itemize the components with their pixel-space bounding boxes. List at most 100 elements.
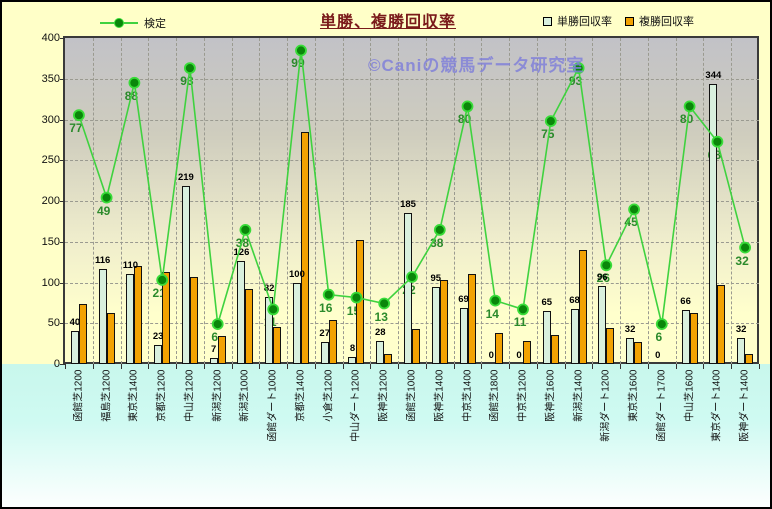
tansho-value-label: 185 bbox=[400, 199, 416, 211]
x-axis-label-band bbox=[2, 364, 770, 507]
x-axis-category-label: 中京芝1200 bbox=[517, 369, 529, 422]
x-gridline bbox=[259, 38, 261, 364]
bar-tansho bbox=[126, 274, 135, 364]
tansho-value-label: 27 bbox=[319, 327, 330, 339]
x-gridline bbox=[120, 38, 122, 364]
tansho-value-label: 126 bbox=[233, 247, 250, 259]
x-gridline bbox=[176, 38, 178, 364]
kentei-point bbox=[322, 288, 335, 301]
x-gridline bbox=[287, 38, 289, 364]
x-tick bbox=[425, 364, 427, 369]
kentei-value-label: 93 bbox=[568, 74, 583, 89]
bar-fukusho bbox=[467, 273, 476, 364]
kentei-point bbox=[544, 115, 557, 127]
kentei-point bbox=[517, 303, 529, 316]
kentei-point bbox=[295, 44, 307, 57]
x-tick bbox=[647, 364, 649, 369]
x-gridline bbox=[481, 38, 483, 364]
y-tick bbox=[60, 119, 65, 121]
kentei-dot-icon bbox=[114, 18, 124, 28]
x-gridline bbox=[647, 38, 649, 364]
x-axis-category-label: 中山芝1200 bbox=[184, 369, 196, 422]
x-axis-category-label: 新潟ダート1200 bbox=[600, 369, 612, 442]
x-axis-category-label: 函館ダート1700 bbox=[656, 369, 668, 442]
kentei-point bbox=[350, 291, 363, 304]
bar-fukusho bbox=[217, 336, 226, 364]
legend-tansho-label: 単勝回収率 bbox=[557, 16, 612, 28]
x-gridline bbox=[453, 38, 455, 364]
x-tick bbox=[342, 364, 344, 369]
x-tick bbox=[620, 364, 622, 369]
bar-tansho bbox=[459, 307, 468, 364]
x-axis-category-label: 阪神芝1200 bbox=[378, 369, 390, 422]
x-gridline bbox=[92, 38, 94, 364]
kentei-value-label: 26 bbox=[596, 271, 610, 286]
y-tick bbox=[60, 160, 65, 162]
kentei-point bbox=[461, 100, 474, 113]
bar-fukusho bbox=[300, 131, 309, 364]
tansho-value-label: 100 bbox=[289, 268, 305, 280]
tansho-value-label: 116 bbox=[94, 255, 111, 267]
bar-fukusho bbox=[134, 266, 143, 364]
x-tick bbox=[148, 364, 150, 369]
tansho-value-label: 32 bbox=[624, 323, 636, 335]
x-axis-category-label: 函館芝1200 bbox=[73, 369, 85, 422]
bar-fukusho bbox=[412, 328, 420, 364]
tansho-value-label: 7 bbox=[211, 344, 217, 356]
x-tick bbox=[731, 364, 733, 369]
y-axis-label: 200 bbox=[41, 195, 60, 207]
x-gridline bbox=[509, 38, 511, 364]
bar-fukusho bbox=[606, 328, 615, 364]
bar-fukusho bbox=[689, 312, 698, 364]
tansho-value-label: 40 bbox=[69, 317, 81, 329]
y-tick bbox=[60, 38, 65, 39]
tansho-value-label: 66 bbox=[680, 296, 691, 308]
kentei-point bbox=[128, 76, 141, 89]
kentei-point bbox=[711, 135, 724, 148]
x-gridline bbox=[342, 38, 344, 364]
y-tick bbox=[60, 323, 65, 325]
tansho-value-label: 0 bbox=[488, 350, 494, 361]
bar-fukusho bbox=[495, 333, 504, 364]
tansho-value-label: 23 bbox=[152, 331, 164, 343]
tansho-value-label: 82 bbox=[263, 283, 275, 295]
kentei-point bbox=[378, 297, 391, 310]
x-tick bbox=[675, 364, 677, 369]
tansho-value-label: 219 bbox=[177, 171, 194, 183]
y-gridline bbox=[65, 241, 759, 243]
x-gridline bbox=[620, 38, 622, 364]
x-tick bbox=[259, 364, 261, 369]
tansho-value-label: 344 bbox=[705, 69, 722, 81]
y-gridline bbox=[65, 282, 759, 284]
kentei-value-label: 49 bbox=[96, 203, 111, 218]
kentei-value-label: 6 bbox=[655, 330, 663, 345]
x-tick bbox=[536, 364, 538, 369]
x-tick bbox=[176, 364, 178, 369]
x-tick bbox=[231, 364, 233, 369]
bar-tansho bbox=[376, 341, 385, 364]
kentei-point bbox=[433, 223, 446, 236]
x-axis-category-label: 函館芝1000 bbox=[406, 369, 418, 422]
y-axis-label: 250 bbox=[41, 154, 60, 167]
kentei-point bbox=[72, 109, 85, 122]
x-tick bbox=[287, 364, 289, 369]
x-tick bbox=[564, 364, 566, 369]
bar-tansho bbox=[542, 311, 551, 364]
tansho-swatch-icon bbox=[543, 16, 552, 26]
bar-tansho bbox=[98, 269, 107, 364]
x-gridline bbox=[703, 38, 705, 364]
x-tick bbox=[592, 364, 594, 369]
kentei-value-label: 80 bbox=[679, 112, 694, 127]
y-gridline bbox=[65, 78, 759, 80]
x-tick bbox=[759, 364, 760, 369]
bar-fukusho bbox=[550, 334, 559, 364]
x-axis-category-label: 中山芝1600 bbox=[684, 369, 696, 422]
x-axis-category-label: 東京ダート1400 bbox=[711, 369, 723, 442]
bar-tansho bbox=[181, 185, 190, 364]
bar-tansho bbox=[237, 261, 246, 364]
bar-fukusho bbox=[523, 341, 532, 364]
x-axis-category-label: 小倉芝1200 bbox=[323, 369, 335, 422]
x-axis-category-label: 新潟芝1200 bbox=[212, 369, 224, 422]
bar-tansho bbox=[626, 337, 635, 364]
bar-fukusho bbox=[245, 289, 254, 364]
